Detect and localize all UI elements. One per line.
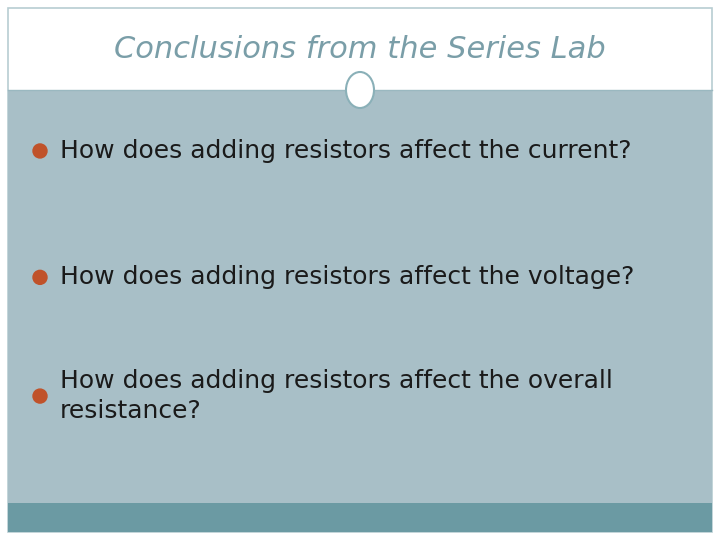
FancyBboxPatch shape bbox=[8, 503, 712, 532]
Text: How does adding resistors affect the voltage?: How does adding resistors affect the vol… bbox=[60, 265, 634, 289]
Ellipse shape bbox=[346, 72, 374, 108]
Circle shape bbox=[33, 389, 47, 403]
Circle shape bbox=[33, 271, 47, 285]
Circle shape bbox=[33, 144, 47, 158]
Text: Conclusions from the Series Lab: Conclusions from the Series Lab bbox=[114, 35, 606, 64]
Text: How does adding resistors affect the overall
resistance?: How does adding resistors affect the ove… bbox=[60, 369, 613, 423]
FancyBboxPatch shape bbox=[8, 90, 712, 503]
FancyBboxPatch shape bbox=[8, 8, 712, 532]
Text: How does adding resistors affect the current?: How does adding resistors affect the cur… bbox=[60, 139, 631, 163]
